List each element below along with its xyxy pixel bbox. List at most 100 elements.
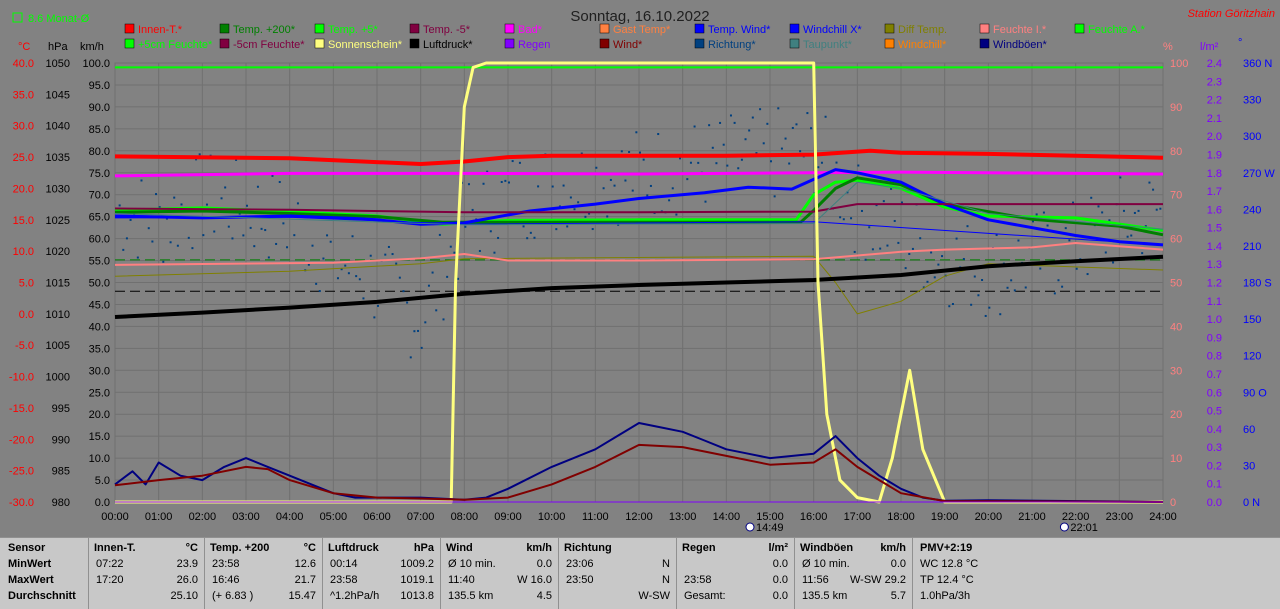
stat-value: 0.0 bbox=[890, 558, 906, 570]
direction-point bbox=[293, 234, 296, 237]
direction-point bbox=[140, 179, 143, 182]
legend-entry[interactable]: Temp. +5* bbox=[328, 24, 379, 36]
legend-entry[interactable]: Taupunkt* bbox=[803, 39, 853, 51]
stat-value: 21.7 bbox=[294, 574, 316, 586]
direction-point bbox=[919, 237, 922, 240]
rain-tick-label: 1.5 bbox=[1207, 223, 1222, 235]
column-unit: l/m² bbox=[768, 542, 788, 554]
legend-swatch bbox=[979, 38, 990, 49]
legend-entry[interactable]: Innen-T.* bbox=[138, 24, 183, 36]
direction-point bbox=[1046, 224, 1049, 227]
avg-row-label: Durchschnitt bbox=[8, 590, 76, 602]
stat-label: 135.5 km bbox=[802, 590, 848, 602]
pressure-axis-unit: hPa bbox=[48, 41, 68, 53]
direction-point bbox=[842, 218, 845, 221]
legend-entry[interactable]: Bad* bbox=[518, 24, 543, 36]
wind-tick-label: 100.0 bbox=[82, 58, 110, 70]
direction-point bbox=[1010, 279, 1013, 282]
column-head: Richtung bbox=[564, 542, 612, 554]
legend-swatch bbox=[694, 23, 705, 34]
legend-entry[interactable]: -5cm Feuchte* bbox=[233, 39, 305, 51]
direction-point bbox=[471, 208, 474, 211]
stat-value: 25.10 bbox=[170, 590, 198, 602]
direction-point bbox=[835, 161, 838, 164]
direction-point bbox=[351, 235, 354, 238]
direction-point bbox=[286, 246, 289, 249]
direction-tick-label: 60 bbox=[1243, 424, 1255, 436]
legend-entry[interactable]: Feuchte I.* bbox=[993, 24, 1047, 36]
direction-point bbox=[417, 329, 420, 332]
direction-point bbox=[755, 152, 758, 155]
legend-entry[interactable]: Sonnenschein* bbox=[328, 39, 403, 51]
legend-swatch bbox=[884, 38, 895, 49]
windboeen-column: Windböen km/h Ø 10 min. 0.0 11:56 W-SW 29.2 13… bbox=[794, 538, 913, 609]
legend-entry[interactable]: Luftdruck* bbox=[423, 39, 473, 51]
direction-point bbox=[282, 222, 285, 225]
legend-swatch bbox=[979, 23, 990, 34]
direction-point bbox=[868, 226, 871, 229]
direction-point bbox=[1159, 207, 1162, 210]
legend-swatch bbox=[409, 38, 420, 49]
direction-point bbox=[999, 313, 1002, 316]
direction-point bbox=[966, 225, 969, 228]
direction-point bbox=[962, 257, 965, 260]
legend-entry[interactable]: Windböen* bbox=[993, 39, 1048, 51]
direction-point bbox=[577, 201, 580, 204]
stat-value: 1009.2 bbox=[400, 558, 434, 570]
column-head: Innen-T. bbox=[94, 542, 136, 554]
direction-point bbox=[719, 121, 722, 124]
series-line bbox=[114, 203, 1163, 214]
direction-point bbox=[264, 229, 267, 232]
direction-point bbox=[155, 193, 158, 196]
x-tick-label: 12:00 bbox=[625, 511, 653, 523]
wind-tick-label: 45.0 bbox=[89, 299, 110, 311]
stat-value: 0.0 bbox=[772, 558, 788, 570]
legend-entry[interactable]: Wind* bbox=[613, 39, 643, 51]
wind-tick-label: 80.0 bbox=[89, 146, 110, 158]
direction-point bbox=[970, 303, 973, 306]
legend-entry[interactable]: Windchill X* bbox=[803, 24, 862, 36]
wind-tick-label: 5.0 bbox=[95, 475, 110, 487]
direction-point bbox=[624, 179, 627, 182]
x-tick-label: 03:00 bbox=[232, 511, 260, 523]
direction-point bbox=[573, 208, 576, 211]
direction-point bbox=[391, 253, 394, 256]
temp-tick-label: -20.0 bbox=[9, 434, 34, 446]
rain-tick-label: 1.2 bbox=[1207, 278, 1222, 290]
direction-point bbox=[1061, 285, 1064, 288]
direction-point bbox=[620, 150, 623, 153]
direction-point bbox=[846, 191, 849, 194]
pressure-tick-label: 1015 bbox=[46, 278, 70, 290]
direction-point bbox=[1075, 267, 1078, 270]
direction-point bbox=[588, 212, 591, 215]
direction-point bbox=[693, 125, 696, 128]
direction-point bbox=[1152, 188, 1155, 191]
direction-point bbox=[679, 157, 682, 160]
legend-entry[interactable]: Diff Temp. bbox=[898, 24, 947, 36]
legend-entry[interactable]: Regen bbox=[518, 39, 550, 51]
legend-entry[interactable]: Richtung* bbox=[708, 39, 756, 51]
temp-tick-label: 10.0 bbox=[13, 246, 34, 258]
direction-point bbox=[569, 196, 572, 199]
series-line bbox=[114, 255, 1164, 315]
legend-entry[interactable]: +5cm Feuchte* bbox=[138, 39, 213, 51]
legend-entry[interactable]: Temp. Wind* bbox=[708, 24, 771, 36]
station-name: Station Göritzhain bbox=[1188, 8, 1275, 20]
pressure-tick-label: 985 bbox=[52, 466, 70, 478]
legend-entry[interactable]: Windchill* bbox=[898, 39, 947, 51]
chart-axes: 40.0 35.0 30.0 25.0 20.0 15.0 10.0 5.0 0.0 -5.0 -1… bbox=[9, 58, 1275, 534]
wind-tick-label: 75.0 bbox=[89, 168, 110, 180]
direction-point bbox=[133, 213, 136, 216]
pressure-tick-label: 1035 bbox=[46, 152, 70, 164]
temp-200-column: Temp. +200 °C 23:58 12.6 16:46 21.7 (+ 6.83 ) 1… bbox=[204, 538, 323, 609]
legend-entry[interactable]: Temp. -5* bbox=[423, 24, 471, 36]
legend-entry[interactable]: Feuchte A.* bbox=[1088, 24, 1146, 36]
pressure-tick-label: 1005 bbox=[46, 340, 70, 352]
legend-entry[interactable]: Gast Temp* bbox=[613, 24, 671, 36]
direction-point bbox=[671, 187, 674, 190]
direction-point bbox=[770, 160, 772, 163]
direction-point bbox=[296, 202, 299, 205]
legend-entry[interactable]: Temp. +200* bbox=[233, 24, 296, 36]
direction-tick-label: 30 bbox=[1243, 460, 1255, 472]
direction-point bbox=[1017, 239, 1020, 242]
